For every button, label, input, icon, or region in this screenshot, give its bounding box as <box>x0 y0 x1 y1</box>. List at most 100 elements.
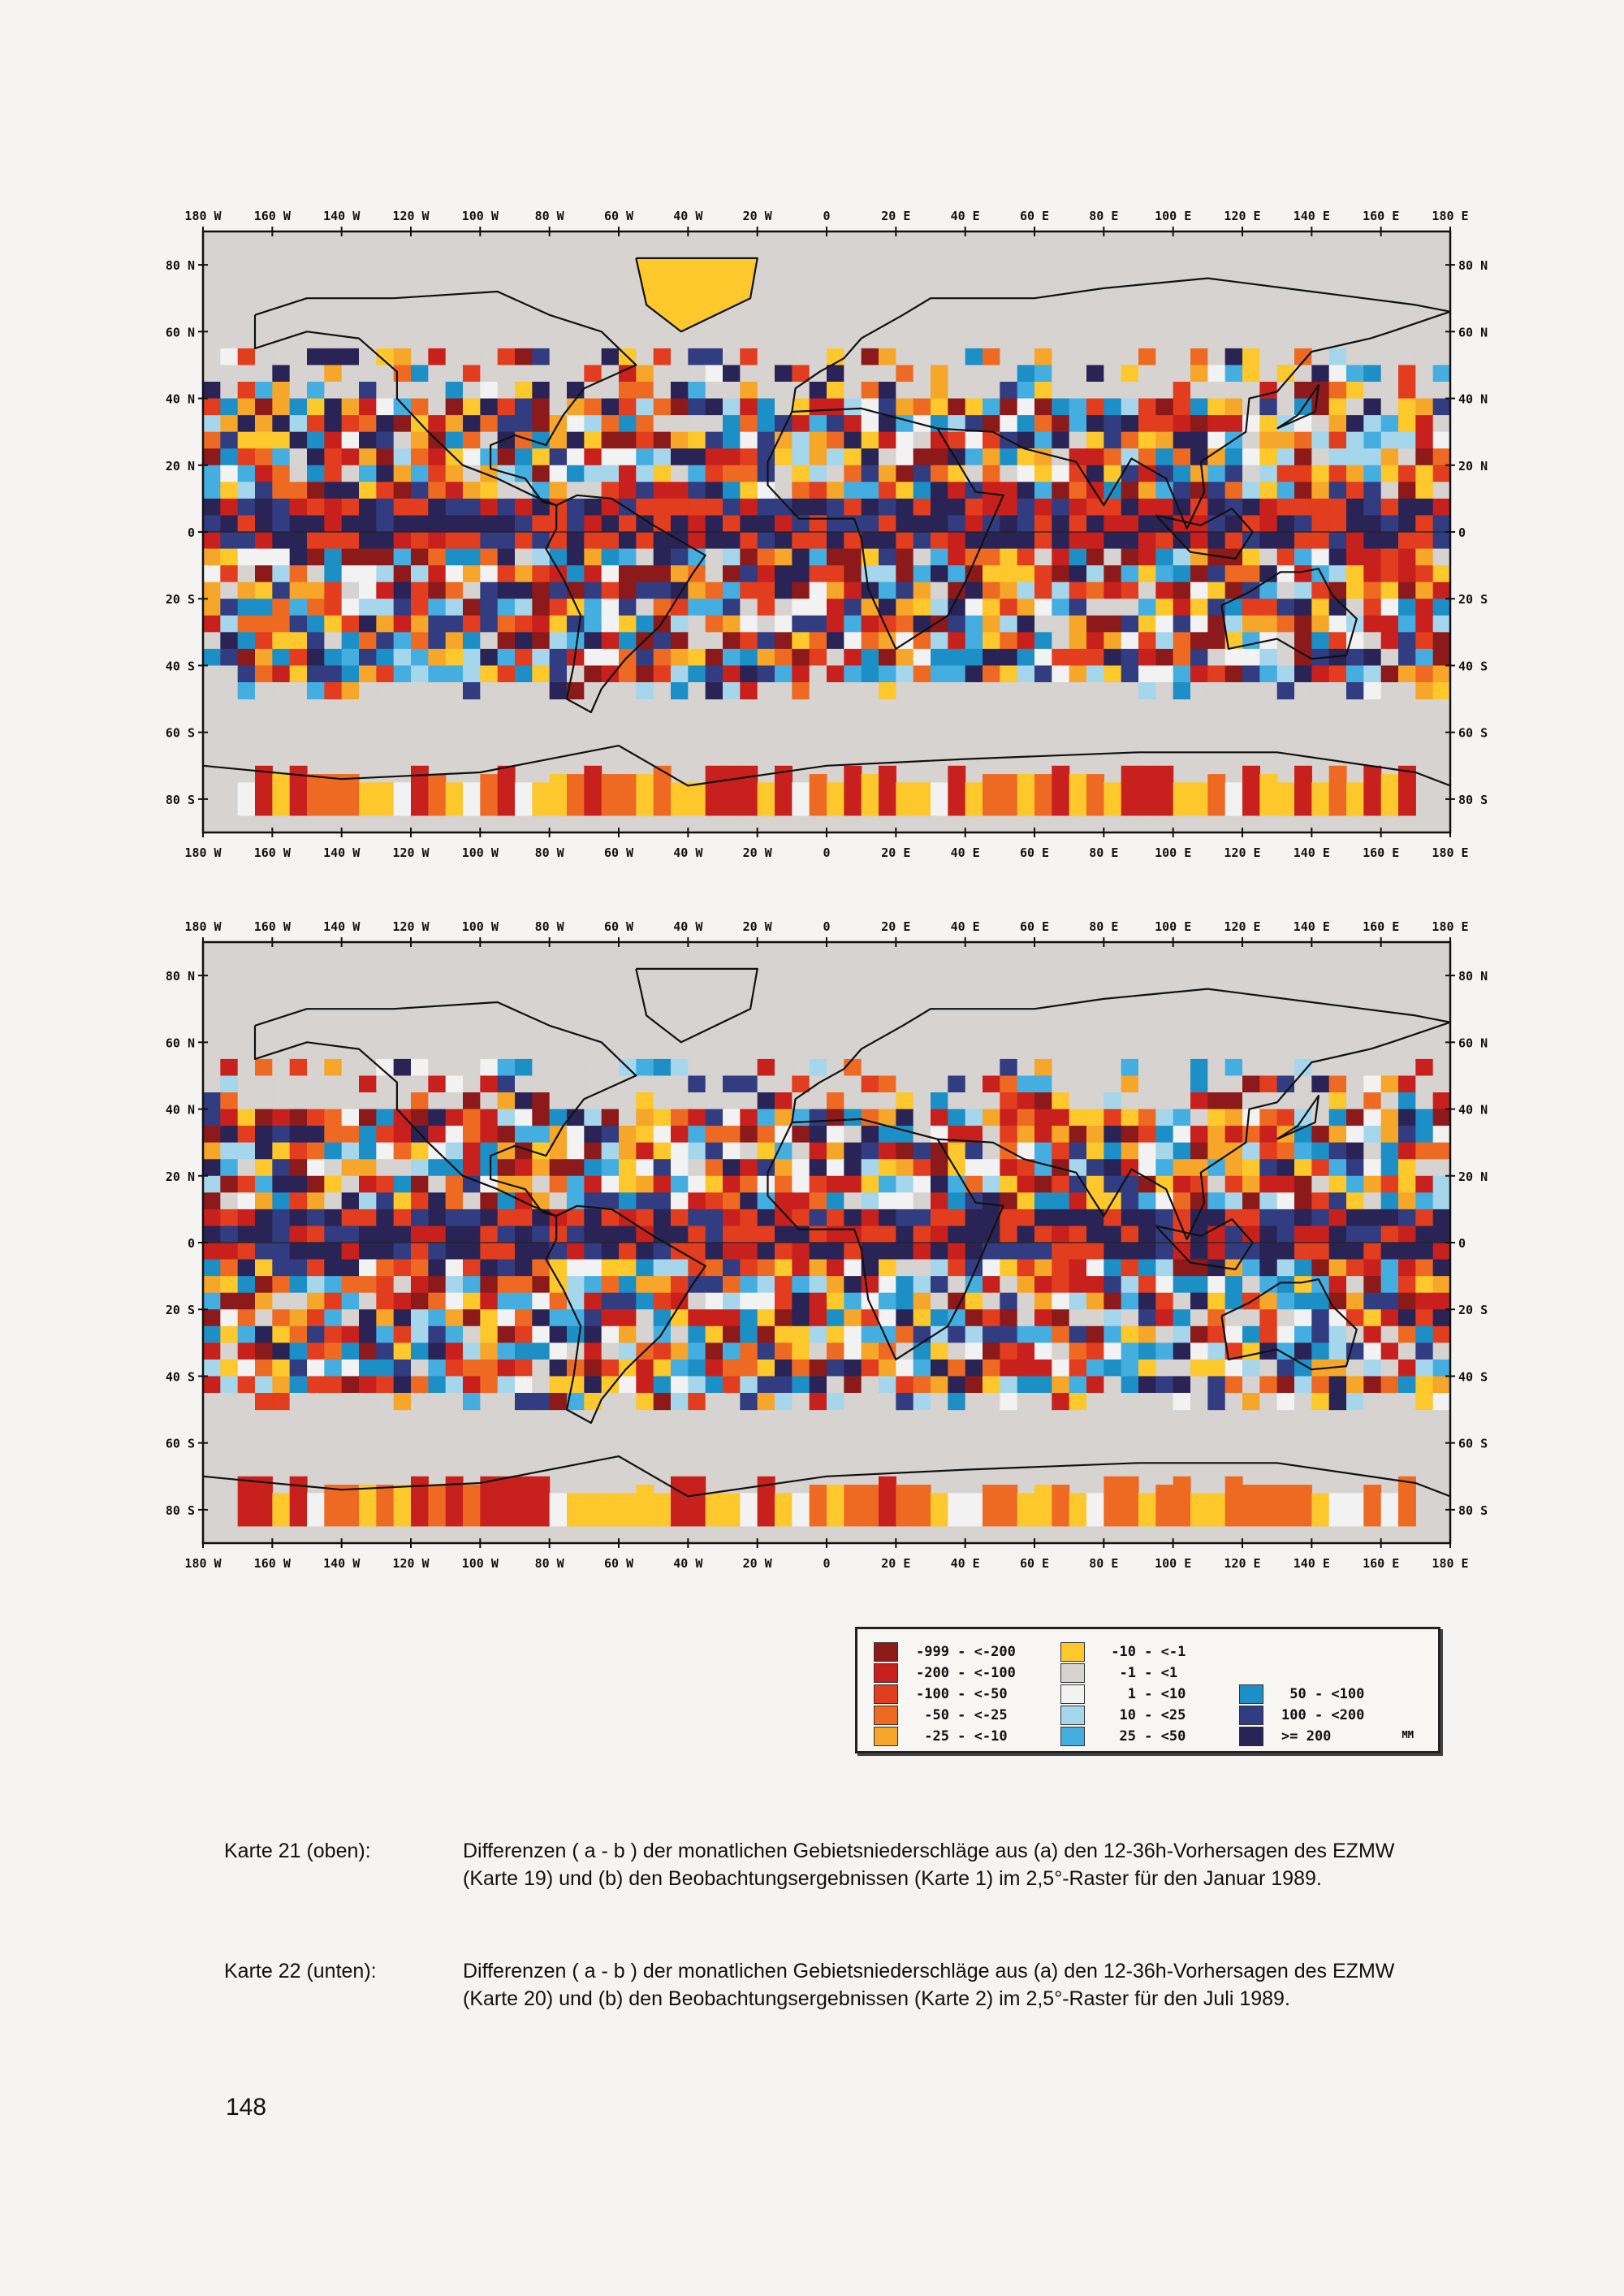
legend-label: 1 - <10 <box>1103 1686 1186 1702</box>
grid-cell <box>723 615 741 633</box>
grid-cell <box>480 448 499 466</box>
grid-cell <box>532 1226 551 1243</box>
grid-cell <box>844 1309 862 1327</box>
grid-cell <box>1190 1092 1208 1110</box>
grid-cell <box>1034 465 1052 482</box>
grid-cell <box>307 1209 325 1227</box>
grid-cell <box>480 1243 499 1260</box>
grid-cell <box>619 665 637 683</box>
grid-cell <box>1328 465 1347 482</box>
grid-cell <box>827 1159 844 1177</box>
grid-cell <box>792 1325 810 1343</box>
grid-cell <box>601 382 620 400</box>
grid-cell <box>636 1175 654 1193</box>
grid-cell <box>1190 548 1208 566</box>
grid-cell <box>1363 398 1382 416</box>
grid-cell <box>1052 498 1070 517</box>
grid-cell <box>237 682 256 700</box>
grid-cell <box>671 1259 689 1277</box>
grid-cell <box>272 548 291 566</box>
grid-cell <box>965 599 983 616</box>
grid-cell <box>983 565 1000 583</box>
grid-cell <box>428 1393 447 1411</box>
grid-cell <box>393 682 412 700</box>
grid-cell <box>515 1376 533 1394</box>
legend-item: -100 - <-50 <box>874 1684 1008 1705</box>
grid-cell <box>1086 1376 1104 1394</box>
grid-cell <box>1224 1209 1243 1227</box>
grid-cell <box>636 365 654 383</box>
grid-cell <box>1104 465 1122 482</box>
grid-cell <box>203 648 221 667</box>
grid-cell <box>393 1192 412 1210</box>
grid-cell <box>376 615 395 633</box>
lon-label: 140 W <box>323 1556 361 1571</box>
grid-cell <box>688 1075 706 1093</box>
grid-cell <box>688 648 706 667</box>
grid-cell <box>567 1325 585 1343</box>
antarctica-cell <box>1069 1493 1087 1527</box>
grid-cell <box>220 348 239 366</box>
grid-cell <box>1224 448 1243 466</box>
grid-cell <box>809 398 827 416</box>
grid-cell <box>393 1376 412 1394</box>
grid-cell <box>1104 599 1122 616</box>
grid-cell <box>359 482 377 499</box>
legend-swatch <box>874 1727 898 1746</box>
grid-cell <box>757 1142 775 1160</box>
grid-cell <box>255 1259 273 1277</box>
grid-cell <box>1311 1142 1330 1160</box>
grid-cell <box>1069 1175 1087 1193</box>
grid-cell <box>1138 1142 1156 1160</box>
grid-cell <box>1138 1393 1156 1411</box>
grid-cell <box>1224 1159 1243 1177</box>
antarctica-cell <box>636 774 654 816</box>
grid-cell <box>532 615 551 633</box>
grid-cell <box>1380 1359 1399 1377</box>
grid-cell <box>497 1192 516 1210</box>
grid-cell <box>653 1192 672 1210</box>
grid-cell <box>1380 648 1399 667</box>
grid-cell <box>1104 1075 1122 1093</box>
grid-cell <box>463 1209 481 1227</box>
grid-cell <box>1259 1126 1278 1144</box>
grid-cell <box>445 415 464 433</box>
grid-cell <box>307 548 325 566</box>
grid-cell <box>324 515 343 533</box>
grid-cell <box>220 665 239 683</box>
grid-cell <box>1363 1142 1382 1160</box>
grid-cell <box>515 498 533 517</box>
grid-cell <box>757 1259 775 1277</box>
grid-cell <box>636 1376 654 1394</box>
grid-cell <box>1138 1058 1156 1077</box>
grid-cell <box>1034 1192 1052 1210</box>
grid-cell <box>445 1192 464 1210</box>
grid-cell <box>740 1292 758 1310</box>
lon-label: 100 W <box>462 845 499 860</box>
grid-cell <box>1069 548 1087 566</box>
grid-cell <box>1363 1343 1382 1360</box>
grid-cell <box>532 1092 551 1110</box>
grid-cell <box>1363 1226 1382 1243</box>
grid-cell <box>688 1276 706 1294</box>
grid-cell <box>532 1359 551 1377</box>
grid-cell <box>723 1276 741 1294</box>
grid-cell <box>272 582 291 599</box>
grid-cell <box>844 1175 862 1193</box>
grid-cell <box>1000 515 1018 533</box>
grid-cell <box>740 548 758 566</box>
grid-cell <box>515 1226 533 1243</box>
grid-cell <box>393 348 412 366</box>
grid-cell <box>1242 1276 1260 1294</box>
grid-cell <box>220 532 239 550</box>
grid-cell <box>341 682 360 700</box>
grid-cell <box>324 1309 343 1327</box>
grid-cell <box>1224 1175 1243 1193</box>
lon-label: 20 E <box>881 1556 910 1571</box>
grid-cell <box>445 431 464 449</box>
grid-cell <box>1034 615 1052 633</box>
grid-cell <box>307 582 325 599</box>
grid-cell <box>1224 1343 1243 1360</box>
grid-cell <box>1328 482 1347 499</box>
grid-cell <box>671 398 689 416</box>
